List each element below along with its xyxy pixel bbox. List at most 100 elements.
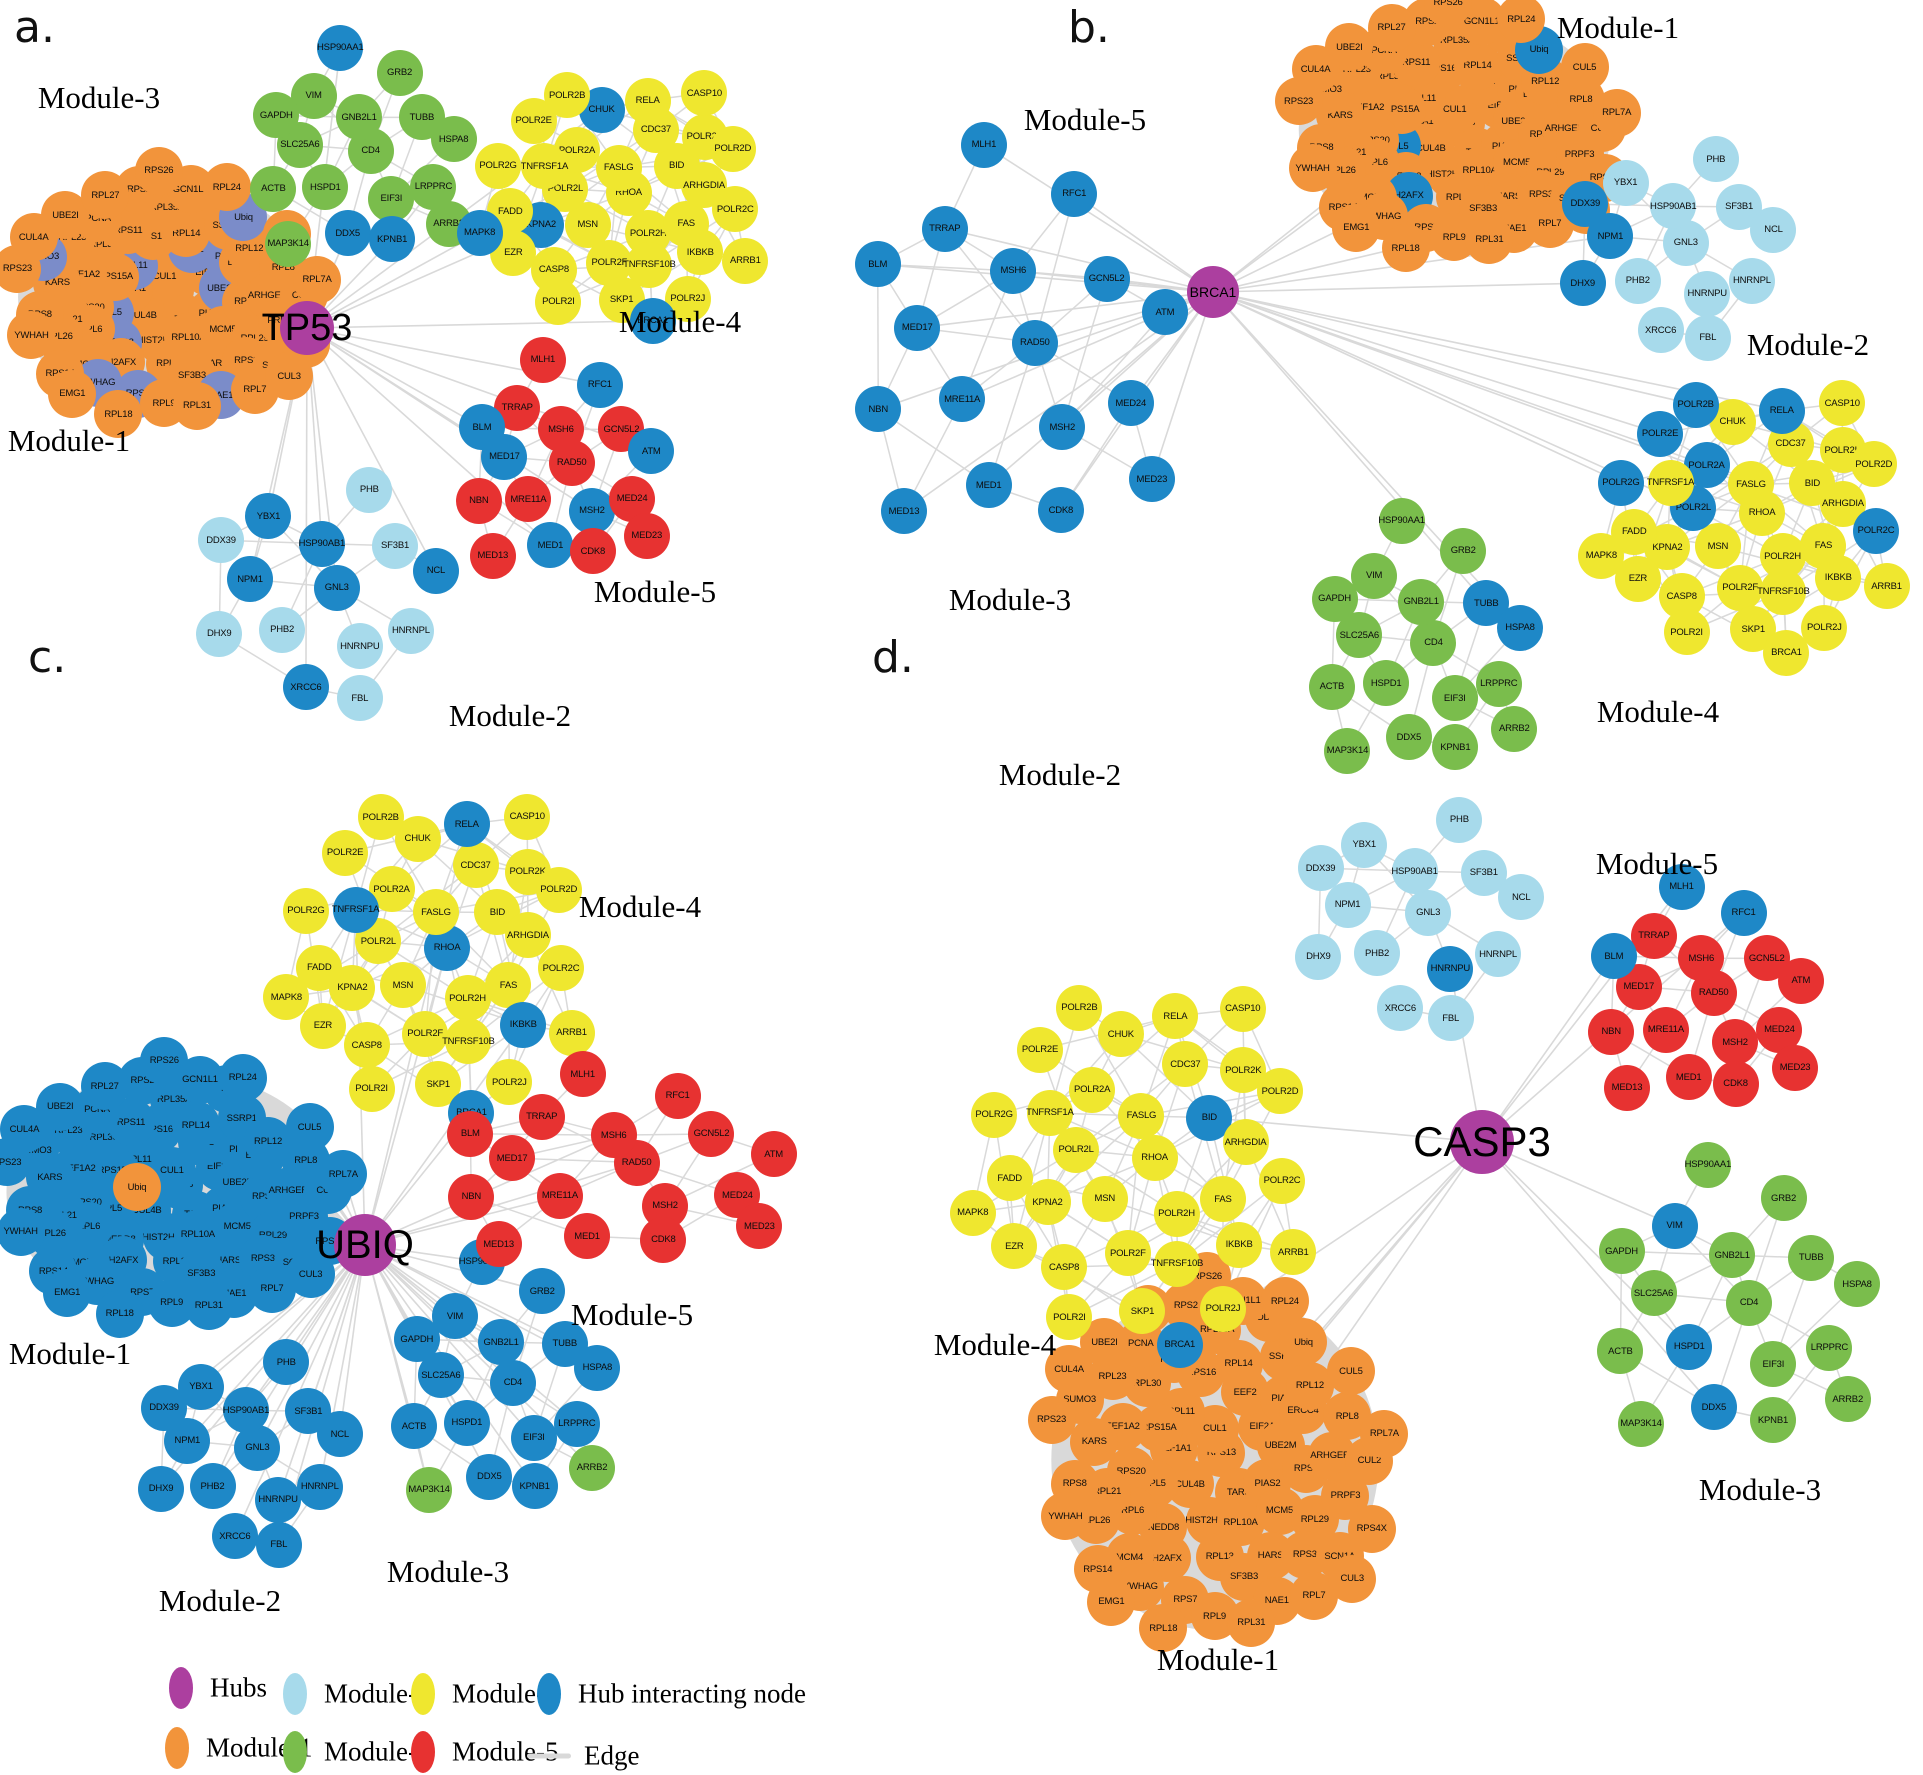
node-POLR2A: POLR2A bbox=[1069, 1066, 1116, 1113]
node-CD4: CD4 bbox=[1410, 619, 1457, 666]
node-CASP10: CASP10 bbox=[681, 70, 728, 117]
node-RPL18: RPL18 bbox=[1139, 1604, 1188, 1653]
node-MRE11A: MRE11A bbox=[939, 376, 986, 423]
node-EMG1: EMG1 bbox=[48, 369, 97, 418]
node-MED1: MED1 bbox=[527, 522, 574, 569]
node-TNFRSF10B: TNFRSF10B bbox=[623, 241, 676, 288]
module-label-a-module-1: Module-1 bbox=[7, 423, 131, 458]
node-ACTB: ACTB bbox=[390, 1403, 437, 1450]
node-MED23: MED23 bbox=[1128, 456, 1175, 503]
node-GNB2L1: GNB2L1 bbox=[1709, 1232, 1756, 1279]
node-POLR2F: POLR2F bbox=[1717, 564, 1764, 611]
edge bbox=[1481, 1141, 1675, 1227]
node-PHB2: PHB2 bbox=[1354, 930, 1401, 977]
edge bbox=[1061, 311, 1166, 428]
node-KPNB1: KPNB1 bbox=[1432, 724, 1479, 771]
node-MSH2: MSH2 bbox=[1712, 1019, 1759, 1066]
module-label-d-module-1: Module-1 bbox=[1156, 1642, 1280, 1677]
node-MED24: MED24 bbox=[1107, 380, 1154, 427]
edge bbox=[306, 232, 480, 329]
node-RPL24: RPL24 bbox=[218, 1053, 267, 1102]
edge bbox=[1034, 193, 1075, 343]
node-VIM: VIM bbox=[1351, 552, 1398, 599]
node-POLR2I: POLR2I bbox=[348, 1065, 395, 1112]
hub-label-tp53: TP53 bbox=[261, 307, 353, 349]
node-MAP3K14: MAP3K14 bbox=[406, 1466, 453, 1513]
node-ACTB: ACTB bbox=[1597, 1328, 1644, 1375]
node-CASP10: CASP10 bbox=[1819, 380, 1866, 427]
node-DDX39: DDX39 bbox=[1562, 180, 1609, 227]
node-TNFRSF1A: TNFRSF1A bbox=[1647, 459, 1694, 506]
node-YWHAH: YWHAH bbox=[0, 1207, 45, 1256]
node-PHB2: PHB2 bbox=[1614, 257, 1661, 304]
edge bbox=[256, 1244, 366, 1448]
node-HSP90AB1: HSP90AB1 bbox=[1391, 848, 1438, 895]
node-YBX1: YBX1 bbox=[245, 493, 292, 540]
node-MSN: MSN bbox=[1694, 523, 1741, 570]
node-MED13: MED13 bbox=[880, 488, 927, 535]
edge bbox=[1061, 278, 1108, 428]
node-MSH6: MSH6 bbox=[537, 406, 584, 453]
node-HSPD1: HSPD1 bbox=[443, 1399, 490, 1446]
node-EZR: EZR bbox=[991, 1223, 1038, 1270]
node-POLR2B: POLR2B bbox=[544, 72, 591, 119]
legend-label-hubs: Hubs bbox=[210, 1672, 268, 1703]
node-POLR2F: POLR2F bbox=[1104, 1230, 1151, 1277]
node-MLH1: MLH1 bbox=[1658, 863, 1705, 910]
module-label-c-module-4: Module-4 bbox=[578, 889, 702, 924]
node-FBL: FBL bbox=[336, 675, 383, 722]
node-SKP1: SKP1 bbox=[1119, 1288, 1166, 1335]
node-TNFRSF10B: TNFRSF10B bbox=[442, 1018, 495, 1065]
node-DDX5: DDX5 bbox=[324, 210, 371, 257]
node-POLR2G: POLR2G bbox=[475, 142, 522, 189]
panel-letter-a: a. bbox=[14, 2, 55, 53]
node-RPL24: RPL24 bbox=[1260, 1277, 1309, 1326]
node-RELA: RELA bbox=[624, 77, 671, 124]
node-FBL: FBL bbox=[255, 1521, 302, 1568]
node-HSP90AB1: HSP90AB1 bbox=[223, 1387, 269, 1434]
module-label-b-module-1: Module-1 bbox=[1556, 10, 1680, 45]
node-YBX1: YBX1 bbox=[1341, 821, 1388, 868]
node-PHB: PHB bbox=[346, 466, 393, 513]
node-HNRNPL: HNRNPL bbox=[296, 1463, 343, 1510]
node-GRB2: GRB2 bbox=[376, 49, 423, 96]
edge bbox=[306, 319, 653, 329]
node-MAPK8: MAPK8 bbox=[456, 209, 503, 256]
node-RPL18: RPL18 bbox=[94, 390, 143, 439]
node-POLR2C: POLR2C bbox=[1259, 1157, 1306, 1204]
node-POLR2C: POLR2C bbox=[712, 186, 759, 233]
node-MLH1: MLH1 bbox=[559, 1051, 606, 1098]
edge bbox=[306, 327, 483, 429]
node-GCN5L2: GCN5L2 bbox=[1083, 255, 1130, 302]
node-BLM: BLM bbox=[854, 241, 901, 288]
node-ARHGDIA: ARHGDIA bbox=[1222, 1119, 1269, 1166]
node-POLR2G: POLR2G bbox=[282, 887, 329, 934]
node-FBL: FBL bbox=[1684, 314, 1731, 361]
node-HSPD1: HSPD1 bbox=[1666, 1323, 1713, 1370]
edge bbox=[364, 1244, 430, 1491]
node-FBL: FBL bbox=[1427, 995, 1474, 1042]
edge bbox=[1212, 291, 1622, 484]
node-ARRB1: ARRB1 bbox=[548, 1009, 595, 1056]
node-DHX9: DHX9 bbox=[196, 610, 243, 657]
node-TUBB: TUBB bbox=[1788, 1234, 1835, 1281]
node-RFC1: RFC1 bbox=[1720, 889, 1767, 936]
node-RPL7A: RPL7A bbox=[1360, 1409, 1409, 1458]
node-GNL3: GNL3 bbox=[1405, 889, 1452, 936]
node-ARHGDIA: ARHGDIA bbox=[505, 912, 551, 959]
node-GCN5L2: GCN5L2 bbox=[688, 1110, 735, 1157]
hub-ubiq bbox=[334, 1214, 396, 1276]
edge bbox=[1073, 192, 1214, 293]
edge bbox=[944, 227, 1214, 293]
node-ATM: ATM bbox=[1777, 957, 1824, 1004]
node-IKBKB: IKBKB bbox=[1815, 554, 1862, 601]
node-EIF3I: EIF3I bbox=[1750, 1341, 1797, 1388]
node-POLR2J: POLR2J bbox=[486, 1059, 533, 1106]
node-RAD50: RAD50 bbox=[1011, 319, 1058, 366]
node-CDK8: CDK8 bbox=[569, 528, 616, 575]
edge bbox=[1151, 291, 1214, 480]
node-HSPA8: HSPA8 bbox=[574, 1344, 621, 1391]
node-SF3B1: SF3B1 bbox=[372, 522, 419, 569]
node-POLR2J: POLR2J bbox=[1801, 604, 1848, 651]
